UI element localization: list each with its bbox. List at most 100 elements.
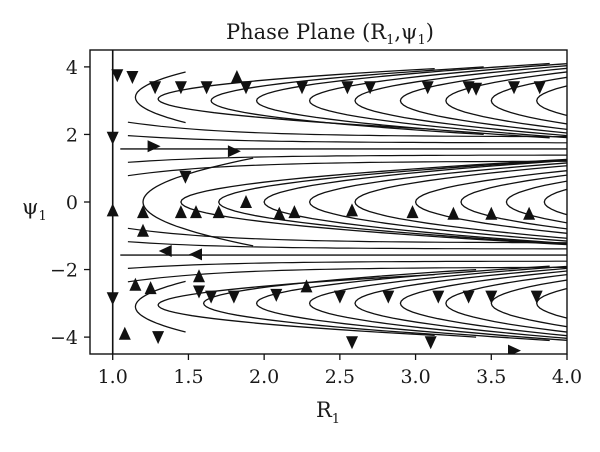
arrow-marker: [485, 206, 498, 220]
arrow-marker: [432, 290, 445, 304]
arrow-marker: [530, 290, 543, 304]
arrow-marker: [333, 290, 346, 304]
x-tick-label: 3.5: [476, 366, 506, 388]
arrow-marker: [126, 71, 139, 84]
arrow-marker: [341, 81, 354, 95]
streamline: [308, 162, 567, 242]
arrow-marker: [212, 205, 225, 219]
arrow-marker: [158, 245, 172, 257]
arrow-marker: [193, 285, 205, 299]
arrow-marker: [106, 203, 119, 217]
streamline: [127, 160, 567, 177]
streamline: [543, 188, 567, 216]
arrow-marker: [137, 205, 149, 219]
arrow-marker: [189, 248, 202, 261]
arrow-marker: [523, 206, 536, 220]
arrow-marker: [149, 81, 162, 95]
streamline: [157, 67, 435, 131]
streamline: [354, 165, 567, 239]
arrow-marker: [137, 223, 149, 237]
arrow-marker: [421, 81, 434, 95]
arrow-marker: [230, 70, 243, 83]
streamline: [445, 71, 567, 131]
streamline: [180, 158, 567, 246]
streamline: [308, 63, 567, 139]
streamline: [142, 157, 254, 247]
arrow-marker: [508, 81, 520, 95]
arrow-marker: [300, 279, 313, 293]
streamline: [217, 159, 567, 245]
arrow-marker: [382, 290, 395, 304]
chart-title: Phase Plane (R1,ψ1): [226, 20, 434, 48]
streamlines: [111, 50, 567, 354]
arrow-marker: [205, 290, 218, 304]
x-tick-label: 2.5: [325, 366, 355, 388]
arrow-marker: [174, 205, 187, 219]
arrow-marker: [118, 326, 131, 340]
streamline: [255, 265, 550, 342]
arrow-marker: [533, 81, 546, 95]
arrow-marker: [296, 81, 308, 95]
streamline: [127, 154, 567, 163]
arrow-marker: [174, 81, 187, 95]
arrow-marker: [508, 344, 521, 354]
y-tick-label: 2: [66, 124, 78, 146]
y-axis: 4 2 0 −2 −4: [50, 57, 90, 349]
streamline: [263, 159, 567, 245]
arrow-marker: [273, 206, 286, 220]
arrow-marker: [240, 195, 252, 208]
arrow-marker: [193, 269, 205, 283]
streamline: [490, 76, 567, 125]
streamline: [127, 121, 567, 138]
arrow-marker: [270, 288, 283, 302]
streamline: [308, 265, 567, 341]
streamline: [210, 66, 484, 136]
arrow-marker: [240, 81, 252, 95]
streamline: [255, 62, 550, 139]
streamline: [445, 273, 567, 333]
arrow-marker: [111, 69, 124, 83]
streamline: [202, 268, 477, 338]
streamline: [127, 241, 567, 250]
streamline: [134, 280, 186, 333]
arrow-marker: [106, 292, 119, 306]
arrow-marker: [227, 290, 240, 304]
y-tick-label: 0: [66, 192, 78, 214]
arrow-marker: [364, 81, 377, 95]
streamline: [127, 260, 567, 269]
arrow-marker: [152, 331, 165, 345]
y-tick-label: −2: [50, 260, 78, 282]
streamline: [399, 67, 567, 134]
x-tick-label: 1.5: [173, 366, 203, 388]
arrow-marker: [406, 205, 419, 219]
streamline: [354, 65, 567, 137]
arrow-marker: [179, 170, 192, 184]
x-axis-label: R1: [316, 398, 340, 427]
arrow-marker: [106, 131, 119, 145]
arrow-marker: [485, 290, 498, 304]
streamline: [354, 267, 567, 339]
streamline: [536, 85, 567, 117]
arrow-marker: [424, 336, 437, 350]
x-tick-label: 1.0: [98, 366, 128, 388]
arrow-marker: [346, 203, 358, 217]
y-tick-label: 4: [66, 57, 78, 79]
streamline: [414, 170, 567, 234]
arrow-marker: [447, 206, 460, 220]
arrow-marker: [129, 277, 142, 291]
arrow-marker: [288, 205, 301, 219]
y-axis-label: ψ1: [22, 195, 47, 224]
x-tick-label: 3.0: [400, 366, 430, 388]
arrow-marker: [144, 281, 157, 295]
streamline: [505, 180, 567, 224]
streamline: [127, 227, 567, 244]
arrow-marker: [147, 140, 161, 153]
y-tick-label: −4: [50, 327, 78, 349]
x-tick-label: 4.0: [552, 366, 582, 388]
x-axis: 1.0 1.5 2.0 2.5 3.0 3.5 4.0: [98, 354, 582, 388]
streamline: [399, 270, 567, 337]
x-tick-label: 2.0: [249, 366, 279, 388]
arrow-marker: [470, 82, 483, 96]
arrow-marker: [346, 336, 358, 350]
